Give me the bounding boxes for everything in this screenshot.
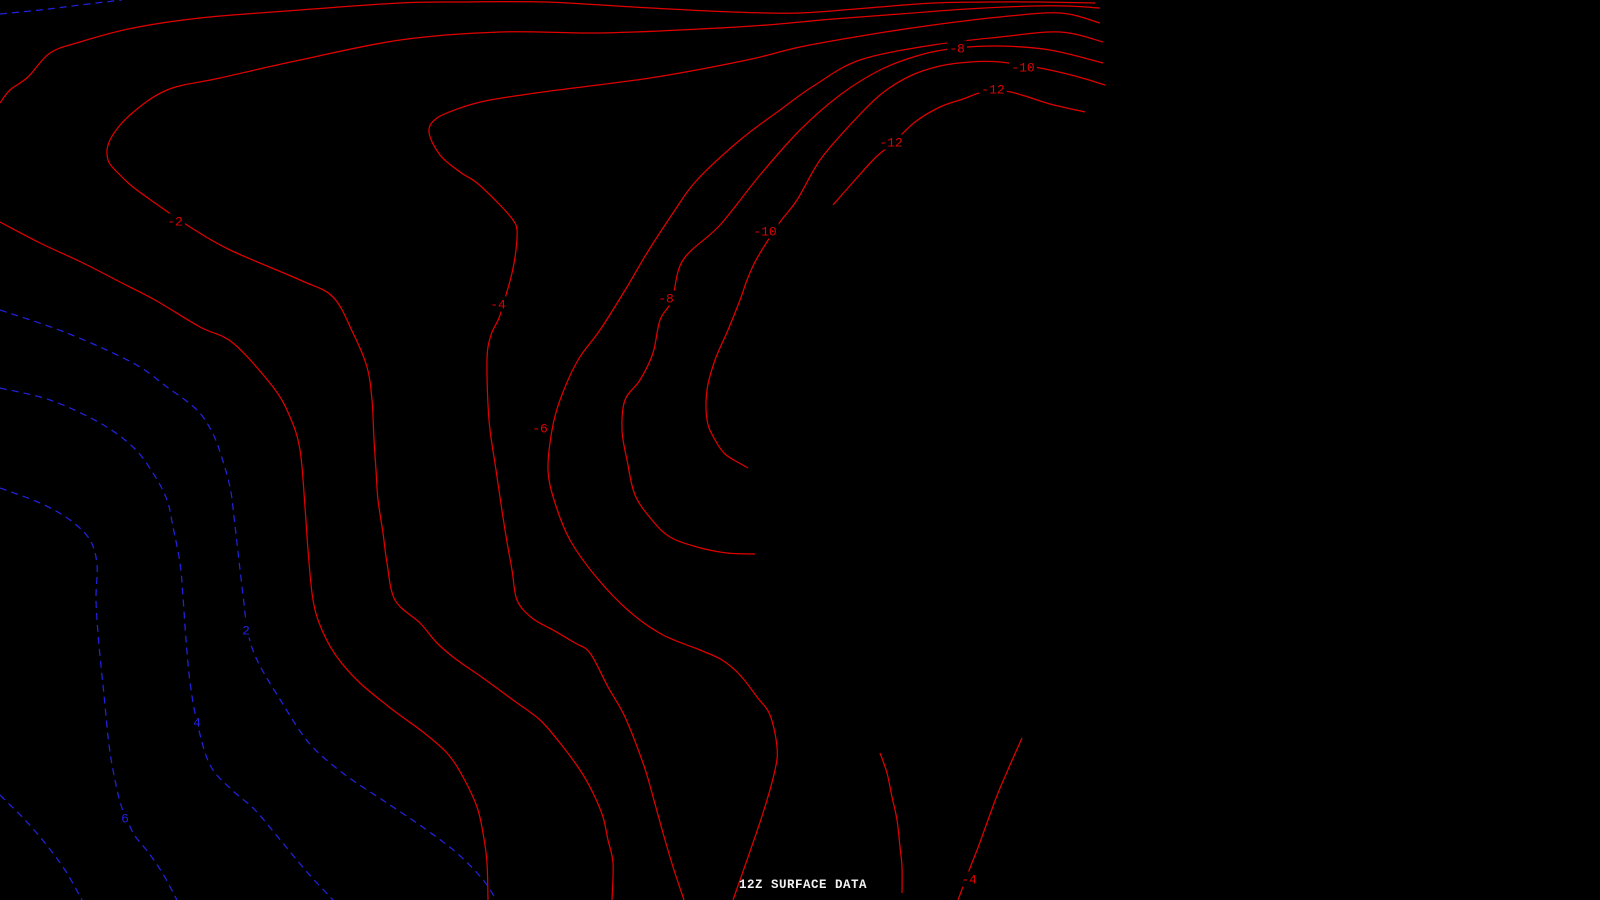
contour-label-mask bbox=[959, 871, 979, 887]
contour-label-minus-2: -2 bbox=[167, 215, 183, 230]
contour-label-mask bbox=[488, 296, 508, 312]
contour-label-mask bbox=[979, 81, 1007, 97]
contour-label-mask bbox=[656, 290, 676, 306]
contour-line-minus-8 bbox=[621, 45, 1104, 555]
contour-label-minus-4-trough-right: -4 bbox=[961, 873, 977, 888]
contour-labels-layer: -2 -4 -6 -8 -8 -10 -10 -12 -12 -4 2 4 6 bbox=[119, 40, 1037, 888]
contour-line-minus-12 bbox=[832, 90, 1086, 206]
contour-label-mask bbox=[191, 714, 203, 730]
contour-label-plus-2: 2 bbox=[242, 624, 250, 639]
contour-label-minus-6: -6 bbox=[532, 422, 548, 437]
contour-label-mask bbox=[119, 810, 131, 826]
contour-line-plus-4 bbox=[0, 387, 334, 900]
contour-label-minus-4: -4 bbox=[490, 298, 506, 313]
contour-label-mask bbox=[751, 223, 779, 239]
contour-line-minus-2 bbox=[106, 5, 1101, 900]
contour-label-plus-4: 4 bbox=[193, 716, 201, 731]
contour-line-minus-4-trough-left bbox=[879, 752, 903, 894]
contour-label-mask bbox=[165, 213, 185, 229]
contour-line-minus-6 bbox=[547, 31, 1104, 900]
contour-label-minus-12: -12 bbox=[981, 83, 1004, 98]
contour-label-minus-10: -10 bbox=[1011, 61, 1034, 76]
contour-line-zero-upper bbox=[0, 0, 1096, 104]
contour-line-zero-lower bbox=[0, 221, 489, 900]
contour-label-mask bbox=[240, 622, 252, 638]
contour-line-plus-8-corner bbox=[0, 794, 83, 900]
contour-line-plus-top-corner bbox=[0, 0, 123, 15]
contour-label-mask bbox=[1009, 59, 1037, 75]
contour-label-mask bbox=[947, 40, 967, 56]
contour-line-minus-4-trough-right bbox=[957, 737, 1023, 900]
contour-line-minus-4 bbox=[428, 12, 1101, 900]
contour-label-mask bbox=[877, 134, 905, 150]
contour-line-plus-2 bbox=[0, 309, 497, 900]
contour-label-minus-8: -8 bbox=[658, 292, 674, 307]
contour-lines-layer bbox=[0, 0, 1106, 900]
contour-label-mask bbox=[530, 420, 550, 436]
contour-label-minus-10: -10 bbox=[753, 225, 776, 240]
plot-title: 12Z SURFACE DATA bbox=[739, 878, 867, 892]
contour-line-plus-6 bbox=[0, 487, 178, 900]
contour-label-plus-6: 6 bbox=[121, 812, 129, 827]
contour-label-minus-12: -12 bbox=[879, 136, 902, 151]
contour-label-minus-8: -8 bbox=[949, 42, 965, 57]
